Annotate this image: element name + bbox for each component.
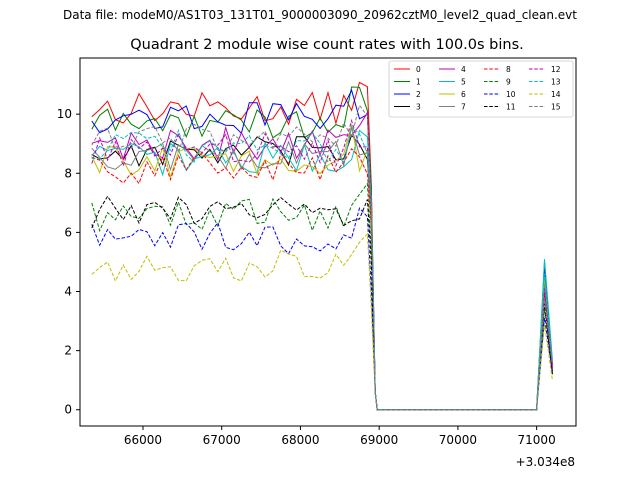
series-line-14 <box>91 232 553 411</box>
x-tick-label: 71000 <box>518 433 556 447</box>
plot-area-frame <box>79 57 577 427</box>
legend-box <box>388 60 574 118</box>
y-tick-label: 10 <box>57 107 72 121</box>
data-file-suptitle: Data file: modeM0/AS1T03_131T01_90000030… <box>63 8 577 22</box>
series-line-10 <box>91 207 553 411</box>
series-line-15 <box>91 104 553 411</box>
series-line-8 <box>91 147 553 411</box>
y-tick-label: 0 <box>64 403 72 417</box>
series-line-7 <box>91 127 553 411</box>
legend-label-8: 8 <box>506 65 511 74</box>
legend-label-14: 14 <box>551 90 561 99</box>
x-tick-label: 69000 <box>360 433 398 447</box>
legend-label-4: 4 <box>461 65 466 74</box>
series-line-13 <box>91 126 553 411</box>
series-line-5 <box>91 129 553 411</box>
legend-label-9: 9 <box>506 78 511 87</box>
legend-label-6: 6 <box>461 90 466 99</box>
y-tick-label: 4 <box>64 285 72 299</box>
legend-label-10: 10 <box>506 90 516 99</box>
legend-label-1: 1 <box>416 78 421 87</box>
series-line-6 <box>91 124 553 411</box>
legend-label-2: 2 <box>416 90 421 99</box>
legend-label-13: 13 <box>551 78 561 87</box>
y-tick-label: 8 <box>64 166 72 180</box>
series-line-11 <box>91 195 553 411</box>
series-line-12 <box>91 118 553 411</box>
x-tick-label: 70000 <box>439 433 477 447</box>
x-tick-label: 66000 <box>124 433 162 447</box>
chart-title: Quadrant 2 module wise count rates with … <box>130 37 524 53</box>
series-line-2 <box>91 88 553 411</box>
x-tick-label: 67000 <box>203 433 241 447</box>
series-line-3 <box>91 134 553 411</box>
series-line-0 <box>91 81 553 411</box>
series-line-9 <box>91 182 553 411</box>
legend-label-12: 12 <box>551 65 561 74</box>
legend-label-15: 15 <box>551 103 561 112</box>
series-line-1 <box>91 86 553 411</box>
series-line-4 <box>91 110 553 411</box>
x-offset-label: +3.034e8 <box>516 455 575 469</box>
x-tick-label: 68000 <box>281 433 319 447</box>
y-tick-label: 2 <box>64 344 72 358</box>
legend-label-0: 0 <box>416 65 421 74</box>
y-tick-label: 6 <box>64 225 72 239</box>
legend-label-11: 11 <box>506 103 516 112</box>
legend-label-5: 5 <box>461 78 466 87</box>
legend-label-3: 3 <box>416 103 421 112</box>
legend-label-7: 7 <box>461 103 466 112</box>
